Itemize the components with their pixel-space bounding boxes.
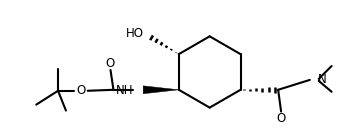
Text: O: O [105,57,114,70]
Text: HO: HO [126,27,144,40]
Text: NH: NH [116,84,133,97]
Text: N: N [318,73,326,86]
Text: O: O [76,84,85,97]
Text: O: O [276,112,286,125]
Polygon shape [143,86,179,94]
